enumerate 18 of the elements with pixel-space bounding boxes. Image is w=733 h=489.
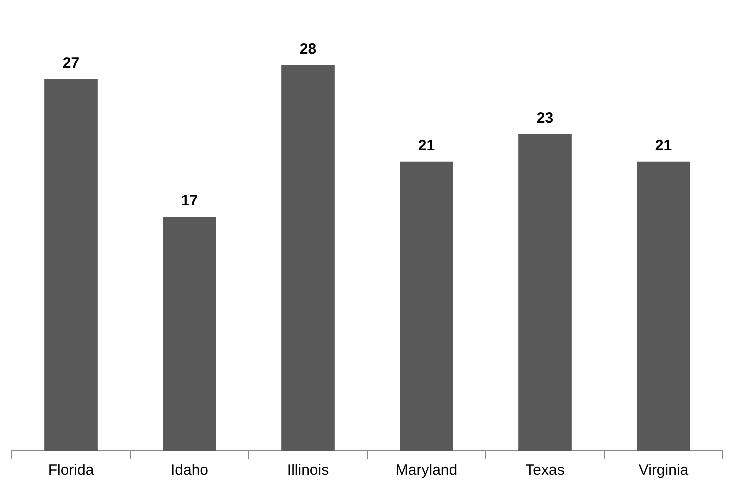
data-label: 21: [655, 138, 672, 155]
x-tick-label: Texas: [526, 462, 565, 480]
x-tick-label: Maryland: [396, 462, 458, 480]
data-label: 28: [300, 41, 317, 58]
data-label: 23: [536, 110, 554, 128]
x-tick-label: Florida: [48, 462, 95, 480]
x-tick-label: Virginia: [638, 462, 690, 480]
data-label: 17: [181, 192, 198, 210]
bar: [400, 162, 454, 451]
bar: [44, 79, 98, 451]
x-tick-label: Idaho: [170, 462, 209, 480]
x-tick-label: Illinois: [287, 462, 330, 480]
bar: [163, 216, 216, 451]
data-label: 21: [418, 138, 436, 155]
bar: [282, 66, 335, 451]
data-label: 27: [62, 54, 80, 72]
bar: [518, 134, 572, 451]
bar: [637, 162, 690, 451]
